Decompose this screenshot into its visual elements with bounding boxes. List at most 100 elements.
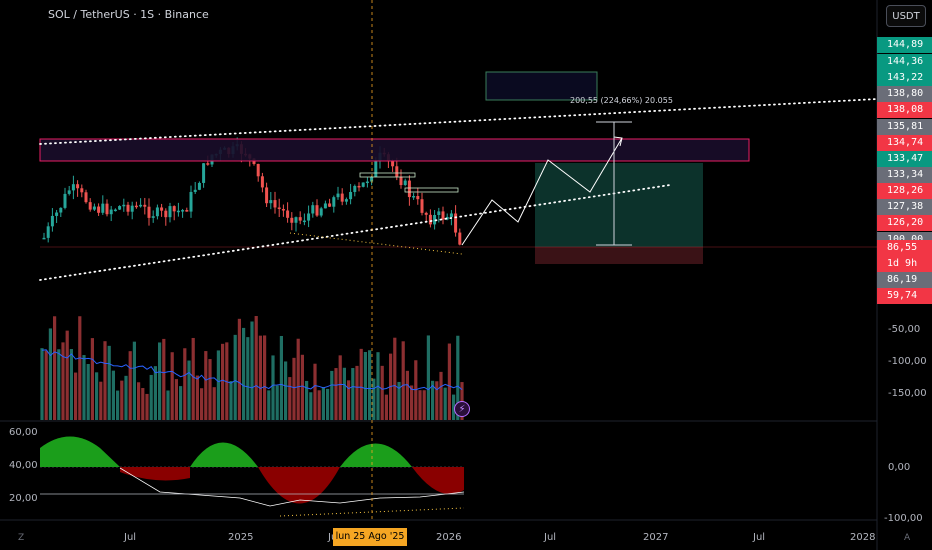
symbol-title[interactable]: SOL / TetherUS · 1S · Binance [48, 8, 209, 21]
candle-body [290, 217, 294, 223]
volume-bar [61, 342, 65, 420]
volume-bar [330, 370, 334, 420]
volume-bar [439, 371, 443, 420]
candle-body [454, 213, 458, 233]
candle-body [185, 210, 189, 212]
volume-bar [225, 342, 229, 420]
volume-bar [78, 316, 82, 420]
volume-bar [347, 380, 351, 420]
volume-bar [393, 337, 397, 420]
candle-body [399, 176, 403, 186]
candle-body [340, 193, 344, 202]
volume-bar [405, 370, 409, 420]
volume-bar [263, 335, 267, 420]
range-box-2 [404, 187, 459, 193]
volume-bar [183, 348, 187, 420]
osc-green-area-1 [40, 436, 120, 467]
candle-body [126, 204, 130, 212]
candle-body [449, 213, 453, 217]
volume-ma-line [41, 349, 463, 391]
price-badge: 143,22 [877, 70, 932, 86]
price-badge: 138,08 [877, 102, 932, 118]
volume-bar [208, 359, 212, 420]
candle-body [134, 205, 138, 208]
volume-bar [384, 394, 388, 420]
price-badge: 135,81 [877, 119, 932, 135]
volume-bar [359, 348, 363, 420]
candle-body [323, 203, 327, 209]
candle-body [50, 215, 54, 227]
target-marker-box [485, 71, 598, 101]
candle-body [139, 204, 143, 207]
upper-trendline [39, 98, 878, 145]
candle-body [151, 216, 155, 218]
time-axis-label: 2027 [643, 532, 669, 543]
osc-signal-line [119, 467, 465, 507]
price-badge: 144,36 [877, 54, 932, 70]
time-axis-label: 2026 [436, 532, 462, 543]
price-badge: 134,74 [877, 135, 932, 151]
volume-bar [447, 343, 451, 420]
candle-body [437, 211, 441, 216]
projection-arrowhead [613, 136, 623, 147]
candle-body [458, 232, 462, 245]
volume-bar [284, 361, 288, 420]
candle-body [67, 190, 71, 194]
candle-body [147, 206, 151, 218]
candle-body [122, 204, 126, 207]
volume-bar [258, 335, 262, 420]
osc-red-area-1 [120, 467, 190, 481]
volume-bar [246, 337, 250, 420]
price-badge: 133,34 [877, 167, 932, 183]
price-badge: 128,26 [877, 183, 932, 199]
candle-body [80, 188, 84, 193]
volume-bar [120, 380, 124, 420]
volume-bar [212, 387, 216, 420]
volume-bar [317, 390, 321, 420]
price-badge: 138,80 [877, 86, 932, 102]
candle-body [55, 212, 59, 216]
volume-bar [69, 349, 73, 420]
candles-layer [42, 137, 462, 246]
volume-bar [456, 335, 460, 420]
candle-body [206, 163, 210, 165]
volume-bar [355, 365, 359, 420]
volume-bar [279, 335, 283, 420]
projection-label: 200,55 (224,66%) 20.055 [570, 96, 673, 105]
candle-body [277, 207, 281, 210]
volume-bar [200, 388, 204, 420]
oscillator-layer [40, 436, 465, 517]
volume-axis-label: -150,00 [888, 388, 927, 399]
volume-axis-label: -100,00 [888, 356, 927, 367]
volume-bar [90, 338, 94, 420]
volume-bar [254, 316, 258, 420]
volume-bar [342, 367, 346, 420]
candle-body [273, 200, 277, 208]
time-axis-label: 2028 [850, 532, 876, 543]
candle-body [265, 187, 269, 204]
candle-body [172, 206, 176, 212]
volume-bar [82, 355, 86, 420]
price-badge: 1d 9h [877, 256, 932, 272]
auto-scale-mark[interactable]: A [904, 533, 911, 543]
volume-bar [128, 351, 132, 420]
candle-body [441, 211, 445, 220]
flash-icon[interactable]: ⚡ [454, 401, 470, 417]
candle-body [391, 161, 395, 167]
candle-body [445, 216, 449, 220]
candle-body [260, 176, 264, 188]
volume-bar [237, 318, 241, 420]
volume-bar [166, 390, 170, 420]
timezone-mark[interactable]: Z [18, 533, 25, 543]
volume-bar [242, 327, 246, 420]
osc-green-area-3 [340, 443, 412, 467]
price-badge: 127,38 [877, 199, 932, 215]
price-badge: 126,20 [877, 215, 932, 231]
volume-bar [86, 364, 90, 420]
currency-button[interactable]: USDT [886, 5, 926, 27]
lower-trendline [39, 184, 671, 281]
volume-bar [158, 342, 162, 420]
volume-bar [170, 352, 174, 420]
candle-body [328, 203, 332, 207]
